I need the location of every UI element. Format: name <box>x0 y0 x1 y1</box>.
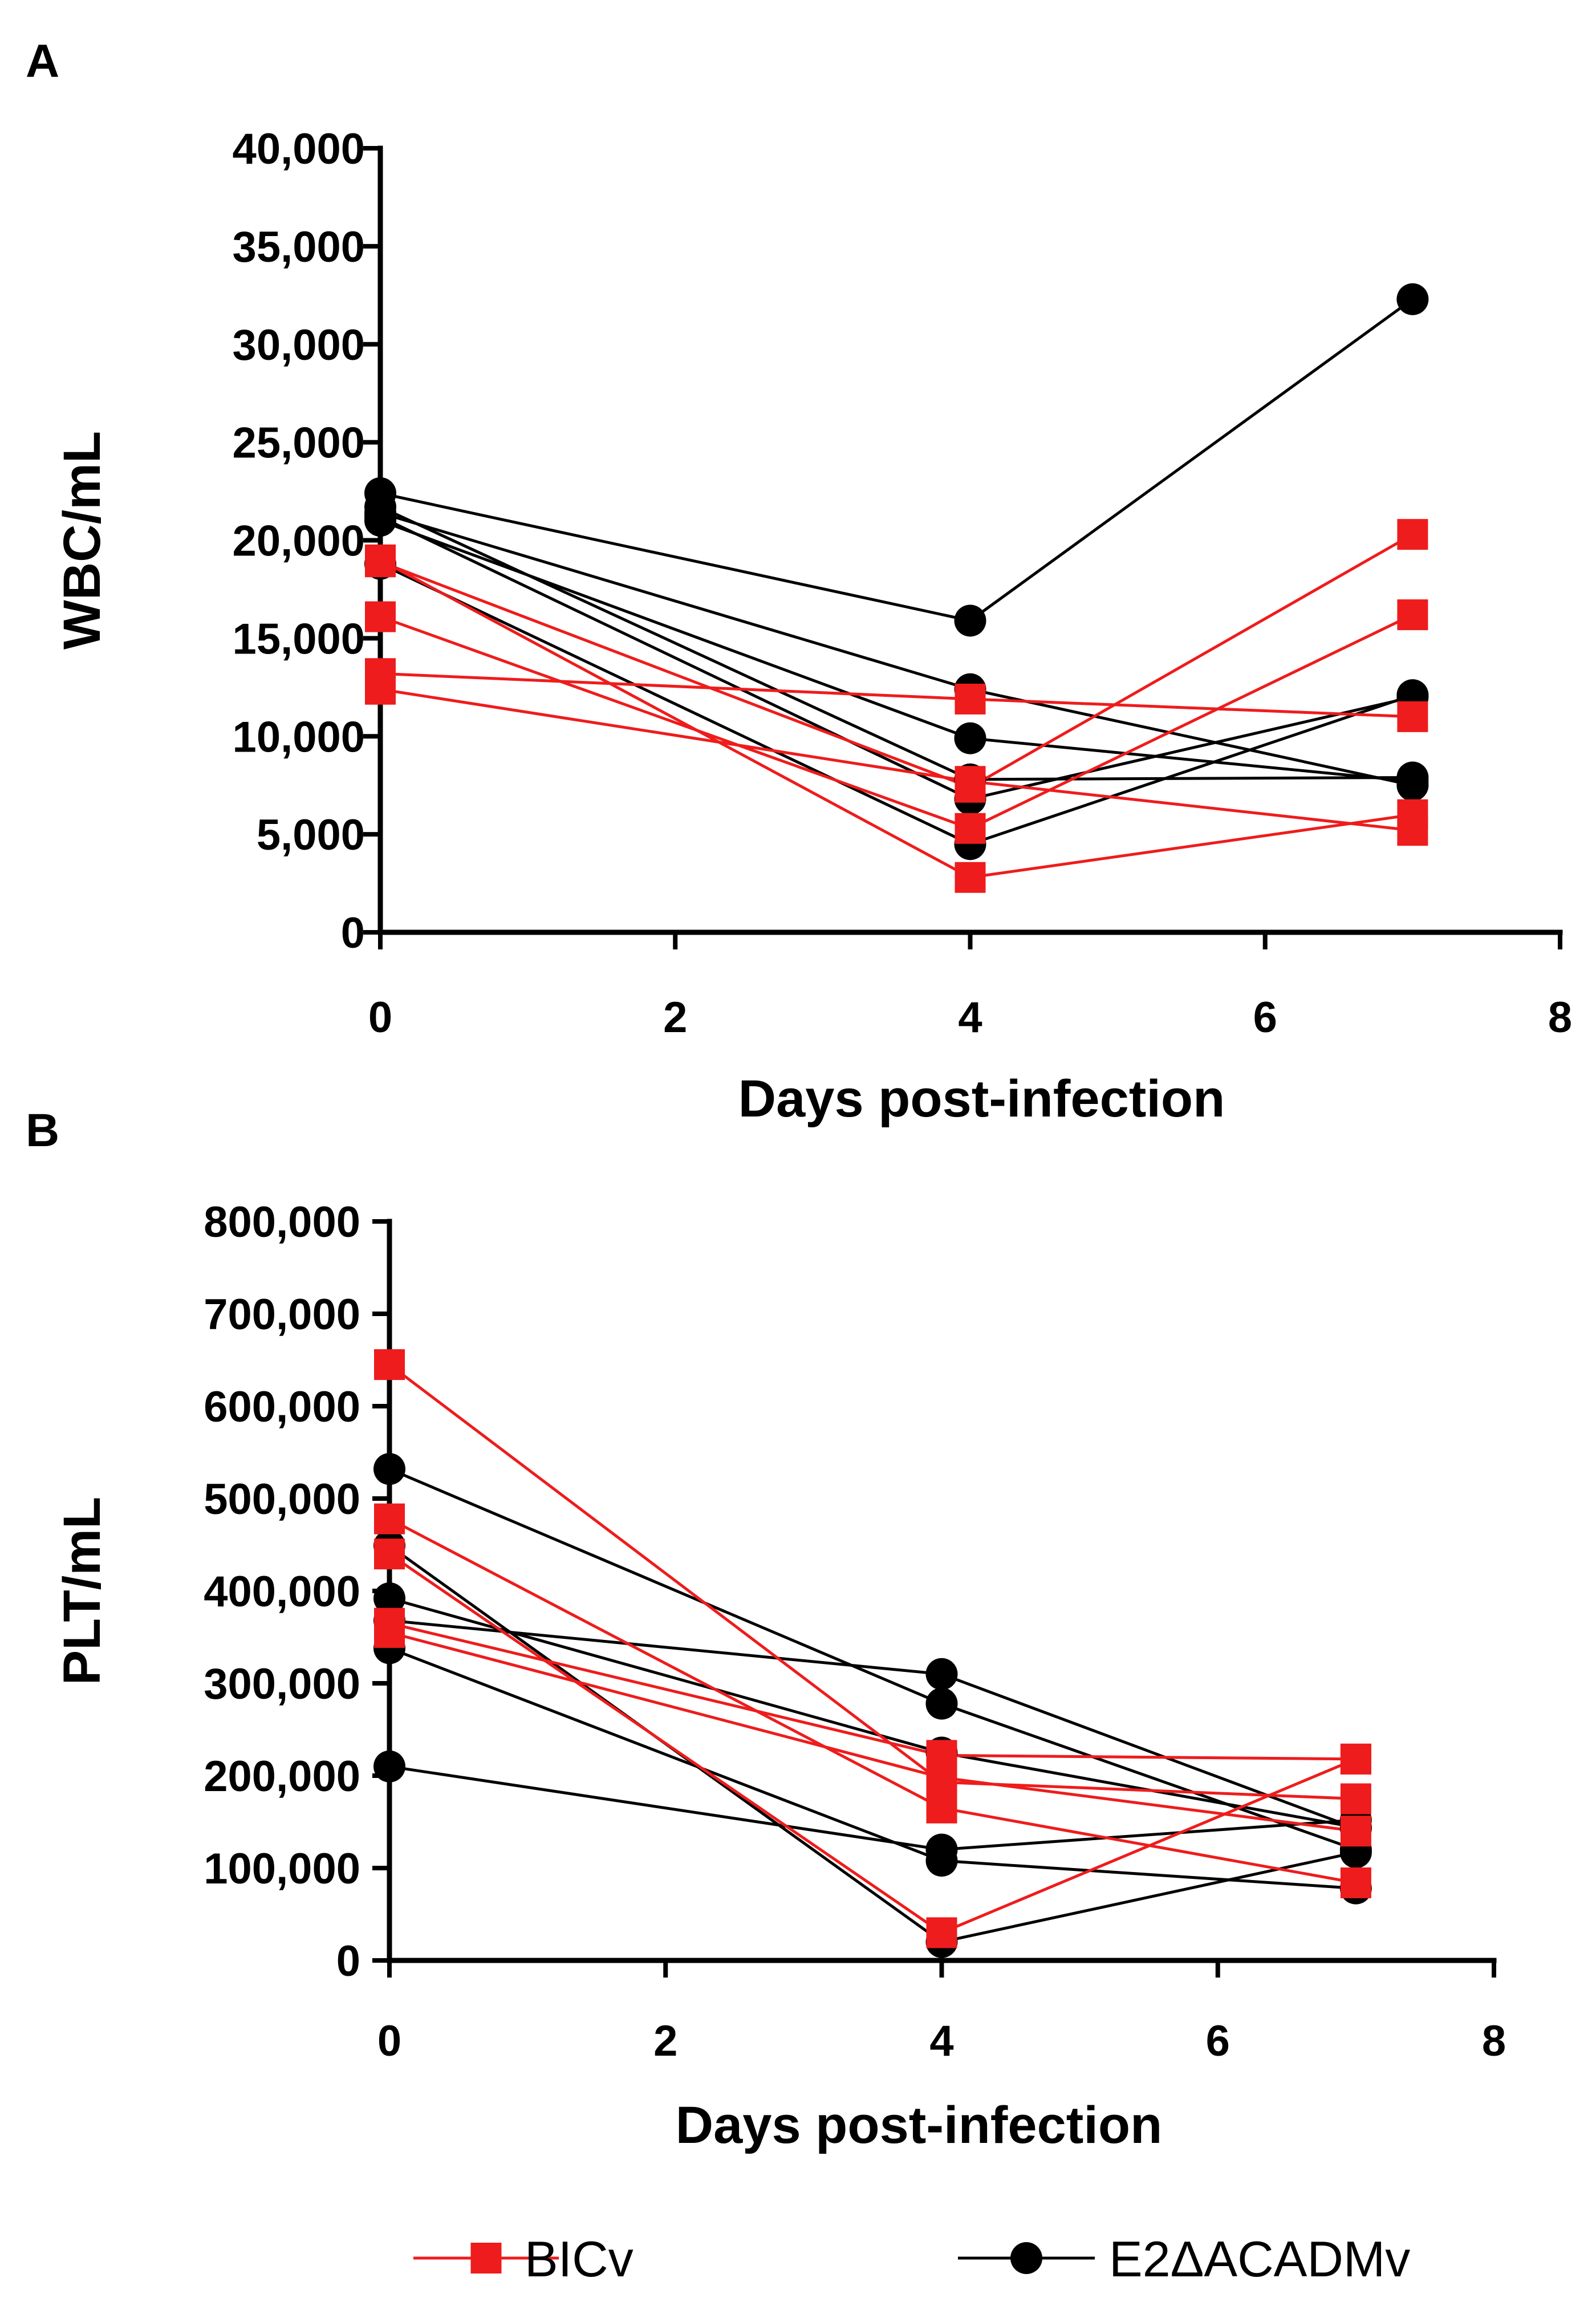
panel-b-bicv-point <box>374 1538 405 1569</box>
legend-e2-marker <box>1010 2242 1042 2274</box>
panel-b-e2-point <box>373 1751 405 1783</box>
panel-b-bicv-point <box>927 1793 957 1824</box>
panel-b-x-tick-label: 6 <box>1206 2017 1230 2065</box>
panel-b-y-tick-label: 200,000 <box>204 1752 360 1801</box>
legend-bicv-marker <box>471 2243 502 2273</box>
panel-a-series-line <box>380 615 1412 829</box>
panel-a-y-tick-label: 0 <box>341 909 365 957</box>
panel-a-x-tick-label: 0 <box>368 993 392 1042</box>
panel-a-e2-point <box>955 722 986 754</box>
panel-b-bicv-point <box>1341 1816 1371 1846</box>
panel-a-y-tick-label: 25,000 <box>233 419 365 468</box>
panel-a-e2-point <box>1396 283 1428 315</box>
panel-a-x-tick-label: 6 <box>1253 993 1277 1042</box>
panel-a-bicv-point <box>955 862 986 893</box>
legend: BICv E2ΔACADMv <box>413 2231 1410 2287</box>
panel-b-series-line <box>389 1554 1356 1932</box>
panel-a-label: A <box>26 35 59 87</box>
figure: A 0 5,000 10,000 15,000 20,000 25,000 30,000 35… <box>0 0 1596 2302</box>
panel-a-bicv-point <box>1397 701 1428 732</box>
panel-b-series-line <box>389 1767 1356 1850</box>
panel-a-bicv-point <box>365 674 396 705</box>
panel-b-x-tick-label: 0 <box>377 2017 401 2065</box>
panel-b-e2-point <box>926 1658 958 1690</box>
panel-a-y-tick-label: 30,000 <box>233 321 365 370</box>
panel-b-bicv-point <box>374 1349 405 1380</box>
panel-a-x-tick-label: 4 <box>958 993 982 1042</box>
panel-b-bicv-point <box>374 1504 405 1534</box>
panel-b-bicv-point <box>1341 1744 1371 1775</box>
panel-b-x-axis-title: Days post-infection <box>676 2096 1163 2154</box>
panel-a-x-tick-label: 8 <box>1548 993 1572 1042</box>
panel-a-bicv-point <box>955 684 986 714</box>
panel-a-e2-point <box>364 505 396 537</box>
panel-b-y-tick-label: 700,000 <box>204 1290 360 1339</box>
panel-b-series-line <box>389 1546 1356 1942</box>
panel-b-bicv-point <box>1341 1867 1371 1898</box>
panel-b-series-line <box>389 1623 1356 1759</box>
panel-a-series-line <box>380 534 1412 787</box>
panel-a-bicv-point <box>365 602 396 632</box>
legend-e2-label: E2ΔACADMv <box>1109 2231 1410 2287</box>
panel-b-e2-point <box>373 1453 405 1485</box>
panel-b-bicv-point <box>927 1762 957 1793</box>
panel-a-bicv-point <box>365 545 396 575</box>
panel-b-y-axis-title: PLT/mL <box>53 1497 111 1686</box>
panel-b-e2-point <box>926 1834 958 1866</box>
panel-a-series-line <box>380 560 1412 878</box>
panel-b-y-tick-label: 800,000 <box>204 1198 360 1247</box>
panel-b-y-tick-label: 0 <box>336 1937 360 1986</box>
panel-a-bicv-point <box>1397 599 1428 630</box>
panel-b-y-tick-label: 400,000 <box>204 1568 360 1616</box>
panel-a-bicv-point <box>1397 519 1428 550</box>
panel-a-wbc-chart: A 0 5,000 10,000 15,000 20,000 25,000 30,000 35… <box>26 35 1572 1128</box>
panel-b-bicv-point <box>927 1917 957 1948</box>
panel-b-bicv-point <box>1341 1784 1371 1814</box>
panel-b-bicv-point <box>374 1617 405 1648</box>
panel-a-y-tick-label: 20,000 <box>233 517 365 566</box>
panel-a-e2-point <box>955 604 986 636</box>
panel-b-series-line <box>389 1648 1356 1888</box>
panel-b-y-tick-label: 100,000 <box>204 1845 360 1893</box>
panel-a-bicv-point <box>955 813 986 844</box>
panel-a-bicv-point <box>1397 799 1428 830</box>
panel-a-series-line <box>380 299 1412 621</box>
panel-a-e2-point <box>1396 765 1428 797</box>
panel-b-series-line <box>389 1519 1356 1883</box>
panel-b-x-tick-label: 8 <box>1482 2017 1506 2065</box>
panel-b-y-tick-label: 300,000 <box>204 1660 360 1708</box>
panel-a-y-tick-label: 35,000 <box>233 223 365 271</box>
legend-bicv-label: BICv <box>525 2231 633 2287</box>
panel-a-y-tick-label: 5,000 <box>257 811 365 859</box>
panel-a-y-tick-label: 40,000 <box>233 125 365 173</box>
panel-b-x-tick-label: 2 <box>653 2017 677 2065</box>
panel-b-y-tick-label: 500,000 <box>204 1475 360 1524</box>
panel-a-x-tick-label: 2 <box>663 993 687 1042</box>
panel-a-y-tick-label: 10,000 <box>233 713 365 761</box>
panel-a-bicv-point <box>955 766 986 797</box>
panel-b-x-tick-label: 4 <box>929 2017 953 2065</box>
panel-a-x-axis-title: Days post-infection <box>738 1070 1225 1128</box>
panel-a-y-axis-title: WBC/mL <box>53 431 111 649</box>
panel-a-y-tick-label: 15,000 <box>233 615 365 663</box>
panel-b-e2-point <box>926 1688 958 1720</box>
panel-b-y-tick-label: 600,000 <box>204 1383 360 1431</box>
panel-b-plt-chart: B 0100,000200,000300,000400,000500,00060… <box>26 1105 1506 2154</box>
panel-b-label: B <box>26 1105 59 1156</box>
